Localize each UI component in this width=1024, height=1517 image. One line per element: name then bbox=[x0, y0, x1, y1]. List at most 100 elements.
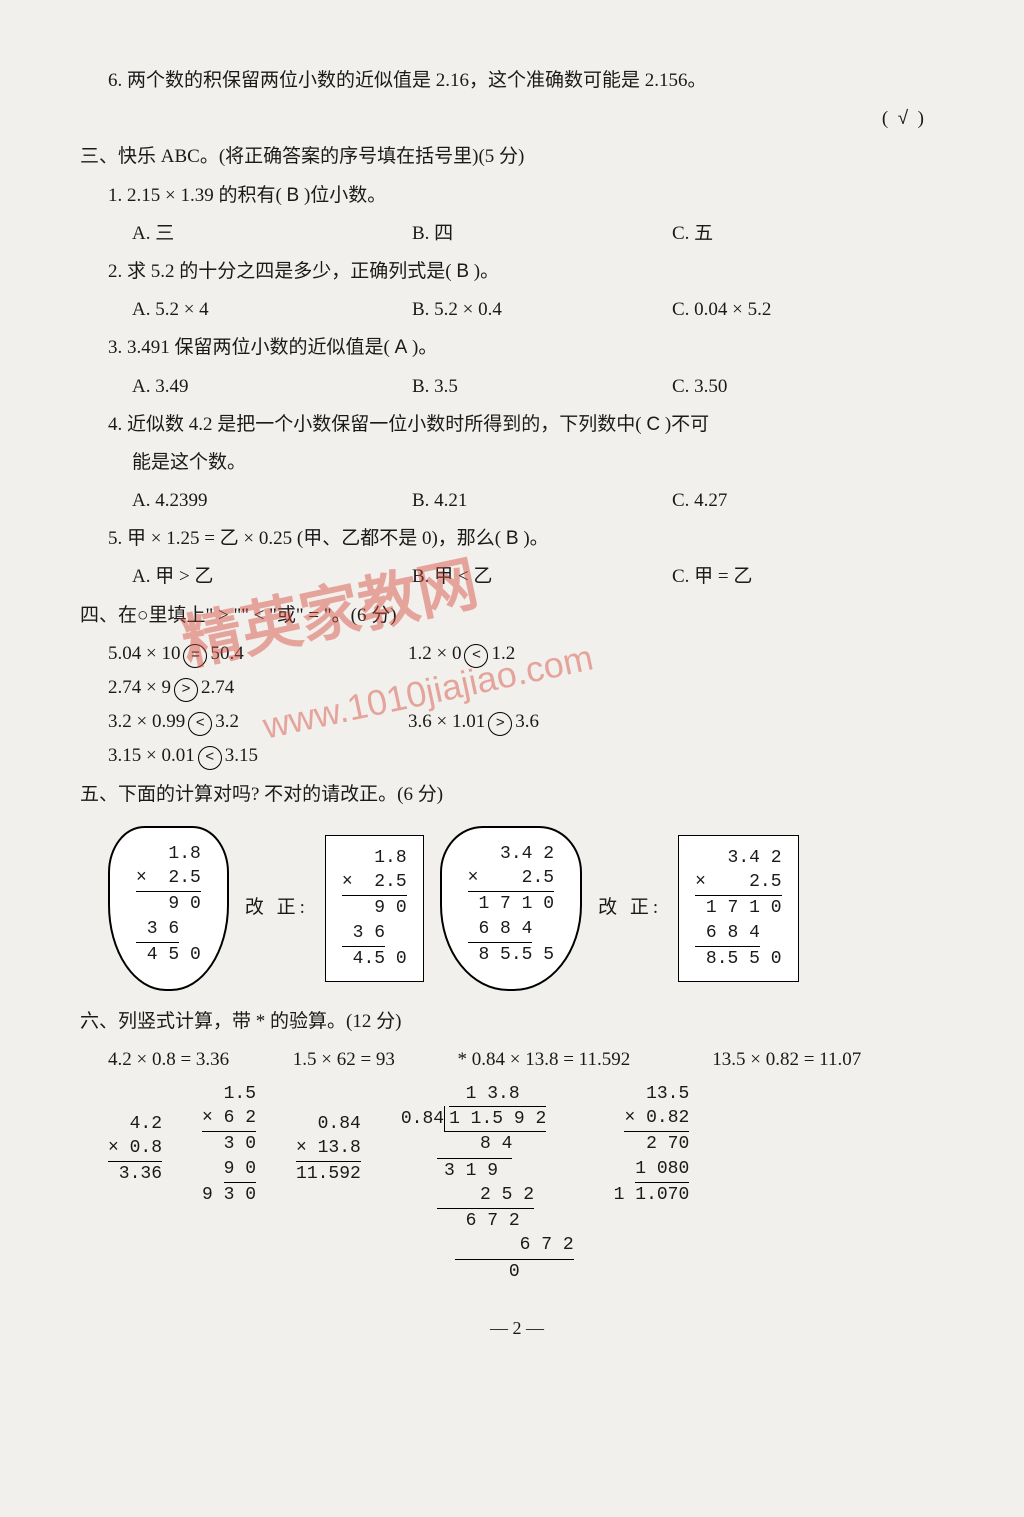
mc-answer: A bbox=[395, 337, 408, 358]
option-b: B. 四 bbox=[412, 217, 672, 251]
compare-item: 3.2 × 0.99<3.2 bbox=[108, 705, 408, 739]
compare-item: 2.74 × 9>2.74 bbox=[108, 671, 408, 705]
option-b: B. 甲 < 乙 bbox=[412, 560, 672, 594]
tree-calc-2: 3.4 2 × 2.5 1 7 1 0 6 8 4 8 5.5 5 bbox=[440, 826, 582, 991]
calc-line: 1 7 1 0 bbox=[468, 894, 554, 914]
vcalc-3: 0.84 × 13.8 11.592 bbox=[296, 1112, 361, 1187]
mc-q3: 3. 3.491 保留两位小数的近似值是( A )。 bbox=[80, 331, 954, 365]
equation-line: 4.2 × 0.8 = 3.36 1.5 × 62 = 93 * 0.84 × … bbox=[80, 1043, 954, 1077]
vcalc-5: 13.5 × 0.82 2 70 1 080 1 1.070 bbox=[614, 1082, 690, 1207]
tf-question-6: 6. 两个数的积保留两位小数的近似值是 2.16，这个准确数可能是 2.156。 bbox=[80, 64, 954, 98]
eq-4: 13.5 × 0.82 = 11.07 bbox=[712, 1043, 861, 1077]
calc-line: 1.5 bbox=[224, 1082, 256, 1106]
compare-item: 3.6 × 1.01>3.6 bbox=[408, 705, 708, 739]
eq-2: 1.5 × 62 = 93 bbox=[293, 1043, 453, 1077]
page-number: — 2 — bbox=[80, 1312, 954, 1344]
q-num: 5. bbox=[108, 528, 122, 549]
q-text-tail: )不可 bbox=[660, 414, 709, 435]
calc-line: 9 3 0 bbox=[202, 1183, 256, 1207]
rhs: 3.2 bbox=[215, 711, 239, 732]
calc-line: 2 5 2 bbox=[437, 1183, 534, 1209]
calc-line: 0.84 bbox=[318, 1112, 361, 1136]
calc-line: 6 7 2 bbox=[401, 1209, 520, 1233]
lhs: 5.04 × 10 bbox=[108, 643, 180, 664]
calc-line: 3.4 2 bbox=[468, 844, 554, 864]
calc-line: 9 0 bbox=[136, 894, 201, 914]
calc-line: 4.2 bbox=[130, 1112, 162, 1136]
option-a: A. 甲 > 乙 bbox=[132, 560, 412, 594]
calc-line: 4.5 0 bbox=[342, 949, 407, 969]
correction-box-2: 3.4 2 × 2.5 1 7 1 0 6 8 4 8.5 5 0 bbox=[678, 835, 798, 982]
option-b: B. 5.2 × 0.4 bbox=[412, 293, 672, 327]
option-b: B. 3.5 bbox=[412, 370, 672, 404]
lhs: 3.2 × 0.99 bbox=[108, 711, 185, 732]
mc-q4: 4. 近似数 4.2 是把一个小数保留一位小数时所得到的，下列数中( C )不可 bbox=[80, 408, 954, 442]
q-text: 甲 × 1.25 = 乙 × 0.25 (甲、乙都不是 0)，那么( bbox=[127, 528, 506, 549]
section-4-title: 四、在○里填上" > "" < "或" = "。(6 分) bbox=[80, 599, 954, 633]
calc-line: 3.4 2 bbox=[695, 848, 781, 868]
lhs: 3.15 × 0.01 bbox=[108, 745, 195, 766]
lhs: 1.2 × 0 bbox=[408, 643, 461, 664]
rhs: 3.6 bbox=[515, 711, 539, 732]
calc-line: × 2.5 bbox=[342, 870, 407, 896]
lhs: 2.74 × 9 bbox=[108, 677, 171, 698]
calc-line: 1 080 bbox=[635, 1157, 689, 1183]
calc-line: × 6 2 bbox=[202, 1106, 256, 1132]
mc-q2-options: A. 5.2 × 4 B. 5.2 × 0.4 C. 0.04 × 5.2 bbox=[80, 293, 954, 327]
rhs: 3.15 bbox=[225, 745, 258, 766]
correction-label: 改 正: bbox=[598, 891, 662, 925]
calc-line: 0 bbox=[401, 1260, 520, 1284]
mc-answer: C bbox=[646, 414, 660, 435]
option-a: A. 4.2399 bbox=[132, 484, 412, 518]
q-text: 近似数 4.2 是把一个小数保留一位小数时所得到的，下列数中( bbox=[127, 414, 646, 435]
section-5-title: 五、下面的计算对吗? 不对的请改正。(6 分) bbox=[80, 778, 954, 812]
calc-line: × 13.8 bbox=[296, 1136, 361, 1162]
calc-line: × 2.5 bbox=[468, 866, 554, 892]
calc-line: 3 1 9 bbox=[401, 1159, 498, 1183]
calc-line: 3 6 bbox=[342, 921, 385, 947]
calc-line: 3 0 bbox=[224, 1132, 256, 1156]
calc-line: 1.8 bbox=[136, 844, 201, 864]
q-text-tail: )。 bbox=[469, 261, 499, 282]
calc-line: 8 5.5 5 bbox=[468, 945, 554, 965]
section-6-title: 六、列竖式计算，带 * 的验算。(12 分) bbox=[80, 1005, 954, 1039]
calc-line: 13.5 bbox=[646, 1082, 689, 1106]
option-a: A. 三 bbox=[132, 217, 412, 251]
eq-1: 4.2 × 0.8 = 3.36 bbox=[108, 1043, 288, 1077]
mc-answer: B bbox=[506, 528, 519, 549]
option-a: A. 5.2 × 4 bbox=[132, 293, 412, 327]
paren-open: ( bbox=[882, 102, 888, 136]
q-text-tail: )。 bbox=[519, 528, 549, 549]
q-text: 求 5.2 的十分之四是多少，正确列式是( bbox=[127, 261, 456, 282]
compare-row-1: 5.04 × 10=50.4 1.2 × 0<1.2 2.74 × 9>2.74 bbox=[80, 637, 954, 705]
tf-answer: √ bbox=[898, 102, 908, 136]
option-c: C. 3.50 bbox=[672, 370, 832, 404]
calc-line: 8.5 5 0 bbox=[695, 949, 781, 969]
mc-q1-options: A. 三 B. 四 C. 五 bbox=[80, 217, 954, 251]
mc-answer: B bbox=[456, 261, 469, 282]
option-c: C. 甲 = 乙 bbox=[672, 560, 832, 594]
calc-line: 3 6 bbox=[136, 917, 179, 943]
calc-line: 2 70 bbox=[646, 1132, 689, 1156]
vcalc-1: 4.2 × 0.8 3.36 bbox=[108, 1112, 162, 1187]
option-c: C. 4.27 bbox=[672, 484, 832, 518]
paren-close: ) bbox=[918, 102, 924, 136]
calc-line: 0.841 1.5 9 2 bbox=[401, 1106, 546, 1132]
compare-symbol: < bbox=[198, 746, 222, 770]
compare-symbol: < bbox=[188, 712, 212, 736]
rhs: 50.4 bbox=[210, 643, 243, 664]
calc-line: × 0.8 bbox=[108, 1136, 162, 1162]
calc-line: 4 5 0 bbox=[136, 945, 201, 965]
calc-line: 6 7 2 bbox=[455, 1233, 574, 1259]
q-text: 两个数的积保留两位小数的近似值是 2.16，这个准确数可能是 2.156。 bbox=[127, 70, 707, 91]
mc-q1: 1. 2.15 × 1.39 的积有( B )位小数。 bbox=[80, 179, 954, 213]
q-text-tail: )位小数。 bbox=[299, 185, 386, 206]
calc-line: 1.8 bbox=[342, 848, 407, 868]
q-num: 6. bbox=[108, 70, 122, 91]
q-text: 2.15 × 1.39 的积有( bbox=[127, 185, 287, 206]
mc-q5: 5. 甲 × 1.25 = 乙 × 0.25 (甲、乙都不是 0)，那么( B … bbox=[80, 522, 954, 556]
calc-line: 8 4 bbox=[437, 1132, 513, 1158]
section-3-title: 三、快乐 ABC。(将正确答案的序号填在括号里)(5 分) bbox=[80, 140, 954, 174]
compare-item: 5.04 × 10=50.4 bbox=[108, 637, 408, 671]
rhs: 2.74 bbox=[201, 677, 234, 698]
